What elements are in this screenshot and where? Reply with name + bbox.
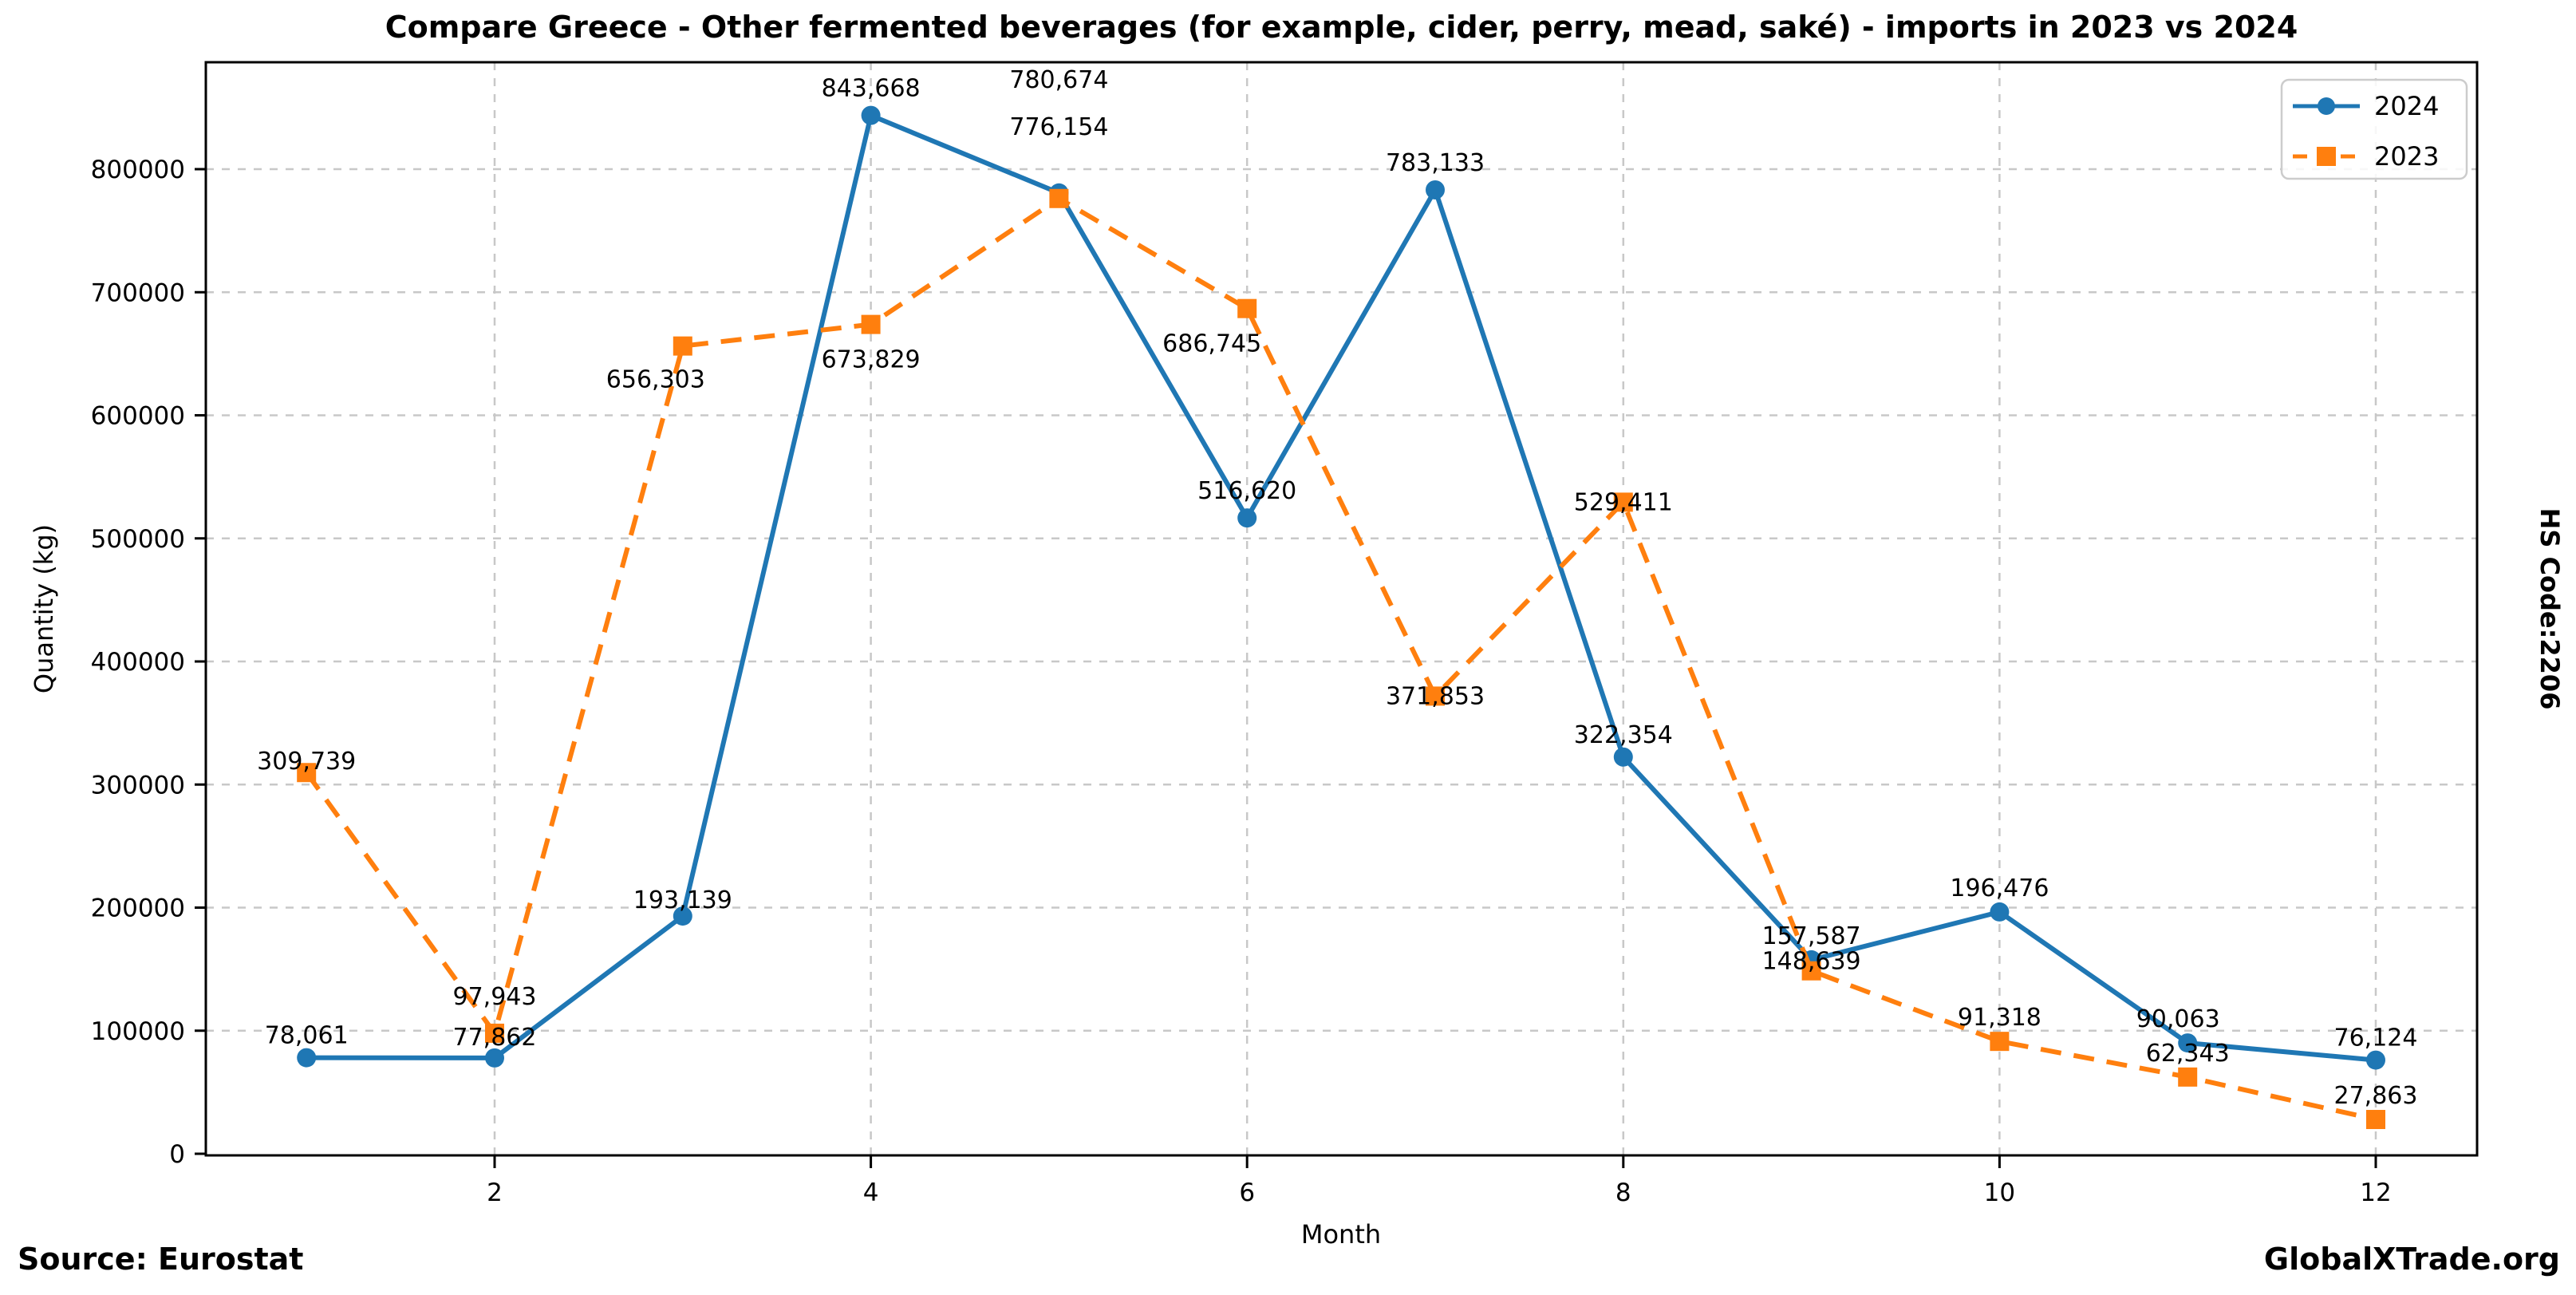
data-point-2023-m12 bbox=[2366, 1110, 2385, 1130]
value-label-2023-m12: 27,863 bbox=[2334, 1082, 2418, 1110]
value-label-2023-m4: 673,829 bbox=[822, 346, 921, 374]
chart-title: Compare Greece - Other fermented beverag… bbox=[385, 10, 2298, 45]
legend-marker-2023 bbox=[2317, 147, 2336, 166]
data-point-2024-m4 bbox=[861, 105, 881, 125]
value-label-2024-m6: 516,620 bbox=[1197, 477, 1296, 505]
value-label-2023-m6: 686,745 bbox=[1162, 330, 1261, 358]
value-label-2023-m2: 97,943 bbox=[453, 983, 537, 1011]
value-label-2024-m4: 843,668 bbox=[822, 75, 921, 103]
value-label-2024-m12: 76,124 bbox=[2334, 1025, 2418, 1052]
value-label-2023-m8: 529,411 bbox=[1574, 488, 1673, 516]
y-tick-label: 300000 bbox=[91, 771, 185, 800]
y-tick-label: 0 bbox=[169, 1140, 185, 1169]
data-point-2023-m11 bbox=[2178, 1067, 2198, 1087]
value-label-2023-m7: 371,853 bbox=[1386, 682, 1485, 710]
value-label-2024-m2: 77,862 bbox=[453, 1024, 537, 1052]
value-label-2024-m7: 783,133 bbox=[1386, 149, 1485, 177]
source-label: Source: Eurostat bbox=[18, 1242, 304, 1277]
data-point-2023-m6 bbox=[1237, 298, 1257, 318]
value-label-2024-m11: 90,063 bbox=[2136, 1005, 2220, 1033]
series-2023-line bbox=[304, 195, 2377, 1122]
value-label-2024-m8: 322,354 bbox=[1574, 721, 1673, 749]
y-tick-label: 400000 bbox=[91, 648, 185, 677]
x-axis-title: Month bbox=[1300, 1219, 1382, 1250]
y-tick-label: 100000 bbox=[91, 1017, 185, 1046]
x-tick-label: 6 bbox=[1239, 1179, 1255, 1207]
x-tick-label: 2 bbox=[487, 1179, 503, 1207]
x-tick-label: 8 bbox=[1615, 1179, 1631, 1207]
data-point-2023-m8 bbox=[1613, 492, 1633, 512]
value-label-2024-m10: 196,476 bbox=[1950, 875, 2049, 902]
legend-marker-2024 bbox=[2318, 97, 2335, 115]
value-label-2023-m11: 62,343 bbox=[2146, 1040, 2230, 1068]
data-point-2023-m4 bbox=[861, 314, 881, 334]
y-tick-label: 200000 bbox=[91, 894, 185, 923]
value-label-2023-m3: 656,303 bbox=[606, 366, 705, 394]
data-point-2024-m11 bbox=[2178, 1033, 2198, 1053]
y-tick-label: 500000 bbox=[91, 525, 185, 554]
x-tick-label: 10 bbox=[1984, 1179, 2015, 1207]
brand-label: GlobalXTrade.org bbox=[2263, 1242, 2560, 1277]
y-tick-label: 600000 bbox=[91, 402, 185, 431]
data-point-2024-m12 bbox=[2366, 1050, 2385, 1070]
legend-label-2024: 2024 bbox=[2374, 91, 2439, 121]
value-label-2023-m5: 776,154 bbox=[1009, 113, 1108, 141]
value-label-2024-m1: 78,061 bbox=[265, 1022, 349, 1050]
data-point-2023-m10 bbox=[1990, 1032, 2010, 1052]
y-tick-label: 800000 bbox=[91, 156, 185, 184]
value-label-2024-m9: 157,587 bbox=[1762, 922, 1861, 950]
data-point-2023-m3 bbox=[673, 336, 692, 356]
x-tick-label: 4 bbox=[863, 1179, 879, 1207]
data-point-2023-m2 bbox=[485, 1023, 504, 1043]
data-point-2023-m7 bbox=[1426, 686, 1445, 706]
data-point-2024-m10 bbox=[1990, 902, 2010, 922]
series-2024-line bbox=[306, 113, 2377, 1063]
y-tick-label: 700000 bbox=[91, 278, 185, 307]
data-point-2024-m2 bbox=[485, 1048, 504, 1068]
data-point-2024-m7 bbox=[1426, 180, 1445, 200]
data-point-2023-m5 bbox=[1049, 188, 1069, 208]
axes-spines bbox=[204, 61, 2479, 1157]
data-point-2024-m8 bbox=[1613, 747, 1633, 767]
data-point-2024-m1 bbox=[297, 1048, 317, 1068]
value-label-2023-m1: 309,739 bbox=[257, 748, 356, 776]
value-label-2024-m3: 193,139 bbox=[633, 886, 732, 914]
data-point-2024-m3 bbox=[673, 906, 692, 926]
value-label-2023-m10: 91,318 bbox=[1958, 1004, 2041, 1032]
data-point-2023-m1 bbox=[297, 763, 317, 783]
x-tick-label: 12 bbox=[2360, 1179, 2391, 1207]
value-label-2023-m9: 148,639 bbox=[1762, 948, 1861, 976]
data-point-2023-m9 bbox=[1801, 961, 1821, 981]
legend-label-2023: 2023 bbox=[2374, 141, 2439, 172]
data-point-2024-m6 bbox=[1237, 508, 1257, 528]
value-label-2024-m5: 780,674 bbox=[1009, 66, 1108, 94]
